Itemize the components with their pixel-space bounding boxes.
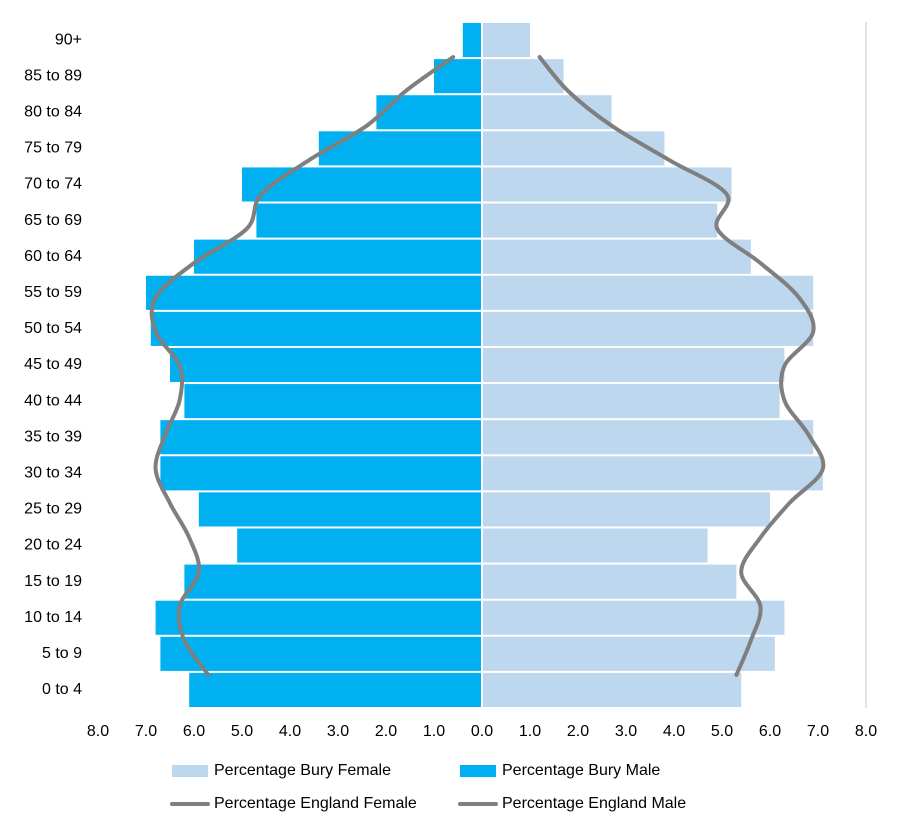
bar [482,456,823,491]
y-tick-label: 80 to 84 [24,103,82,120]
y-tick-label: 45 to 49 [24,356,82,373]
y-tick-label: 50 to 54 [24,320,82,337]
y-tick-label: 40 to 44 [24,392,82,409]
x-tick-label: 4.0 [663,723,685,740]
bar [482,311,814,346]
x-tick-label: 6.0 [759,723,781,740]
y-tick-label: 85 to 89 [24,67,82,84]
bar [237,528,482,563]
x-tick-label: 1.0 [519,723,541,740]
y-tick-label: 75 to 79 [24,140,82,157]
bar [482,636,775,671]
legend-swatch [172,765,208,777]
x-tick-label: 4.0 [279,723,301,740]
x-tick-label: 7.0 [807,723,829,740]
bar [194,239,482,274]
y-tick-label: 65 to 69 [24,212,82,229]
y-tick-label: 20 to 24 [24,537,82,554]
bar [160,456,482,491]
bar [318,131,482,166]
legend-label: Percentage Bury Female [214,762,391,779]
bar [482,672,742,707]
x-tick-label: 5.0 [231,723,253,740]
bar [160,636,482,671]
bar [242,167,482,202]
legend-label: Percentage England Female [214,795,417,812]
y-tick-label: 5 to 9 [42,645,82,662]
bar [482,203,718,238]
bar [184,384,482,419]
x-tick-label: 5.0 [711,723,733,740]
bar [482,59,564,94]
x-tick-label: 6.0 [183,723,205,740]
bar [482,239,751,274]
bar [482,528,708,563]
legend-label: Percentage Bury Male [502,762,660,779]
bar [256,203,482,238]
y-tick-label: 10 to 14 [24,609,82,626]
legend-swatch [460,765,496,777]
bar [482,131,665,166]
x-tick-label: 3.0 [615,723,637,740]
bar [482,420,814,455]
bar [150,311,483,346]
x-tick-label: 0.0 [471,723,493,740]
line [149,55,456,677]
y-tick-label: 55 to 59 [24,284,82,301]
bar [160,420,482,455]
bar [482,384,780,419]
bar [482,275,814,310]
line [537,55,826,677]
x-tick-label: 3.0 [327,723,349,740]
x-tick-label: 7.0 [135,723,157,740]
bar [198,492,483,527]
y-tick-label: 70 to 74 [24,176,82,193]
y-tick-label: 25 to 29 [24,501,82,518]
bar [462,23,482,58]
bar [482,564,737,599]
bar [482,600,785,635]
x-tick-label: 2.0 [375,723,397,740]
x-tick-label: 8.0 [855,723,877,740]
x-tick-label: 2.0 [567,723,589,740]
bar [170,347,482,383]
y-tick-label: 60 to 64 [24,248,82,265]
bar [189,672,482,707]
y-tick-label: 15 to 19 [24,573,82,590]
legend-label: Percentage England Male [502,795,686,812]
bar [482,23,530,58]
bar [146,275,482,310]
y-tick-label: 35 to 39 [24,428,82,445]
bar [184,564,482,599]
y-tick-label: 30 to 34 [24,465,82,482]
bar [482,347,785,383]
x-tick-label: 8.0 [87,723,109,740]
y-tick-label: 90+ [55,31,82,48]
bar [482,492,770,527]
bar [155,600,482,635]
y-tick-label: 0 to 4 [42,681,82,698]
x-tick-label: 1.0 [423,723,445,740]
